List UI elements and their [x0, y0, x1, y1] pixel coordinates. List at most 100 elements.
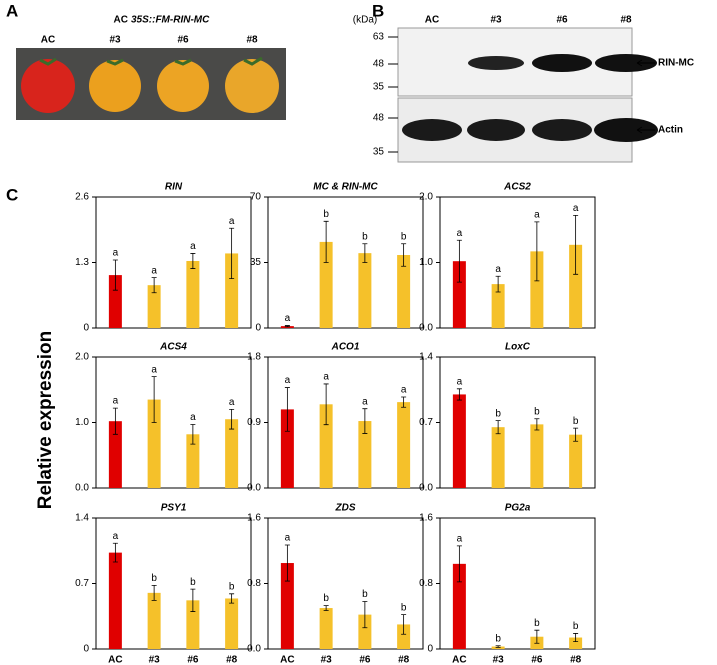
- marker-label: 63: [373, 32, 385, 43]
- error-bar: [112, 259, 118, 291]
- bar: [225, 598, 239, 649]
- bar: [319, 404, 333, 488]
- bar: [491, 284, 505, 328]
- error-bar: [401, 614, 407, 635]
- panel-label: A: [6, 1, 18, 20]
- bar: [569, 637, 583, 649]
- significance-letter: a: [401, 385, 407, 396]
- bar: [358, 614, 372, 649]
- x-tick-label: #8: [570, 655, 582, 665]
- chart-title: ZDS: [335, 503, 356, 514]
- y-tick-label: 35: [250, 257, 262, 268]
- error-bar: [151, 277, 157, 294]
- significance-letter: a: [113, 396, 119, 407]
- lane-label: #6: [177, 35, 189, 46]
- significance-letter: a: [190, 412, 196, 423]
- bar: [358, 253, 372, 328]
- bar: [397, 255, 411, 328]
- bar: [186, 434, 200, 488]
- y-tick-label: 0.0: [75, 483, 89, 494]
- y-tick-label: 0.7: [419, 417, 433, 428]
- bar: [491, 646, 505, 649]
- marker-label: 35: [373, 147, 385, 158]
- lane-label: #6: [556, 15, 568, 26]
- significance-letter: b: [401, 602, 407, 613]
- chart-title: PSY1: [161, 503, 187, 514]
- marker-label: 48: [373, 113, 385, 124]
- error-bar: [229, 409, 235, 430]
- error-bar: [229, 227, 235, 280]
- significance-letter: b: [573, 416, 579, 427]
- significance-letter: a: [573, 203, 579, 214]
- bar: [569, 244, 583, 328]
- bar: [319, 241, 333, 328]
- bar: [186, 260, 200, 328]
- error-bar: [362, 408, 368, 434]
- y-tick-label: 1.3: [75, 257, 89, 268]
- y-tick-label: 70: [250, 192, 262, 203]
- x-tick-label: AC: [452, 655, 466, 665]
- significance-letter: b: [534, 406, 540, 417]
- bar: [569, 434, 583, 488]
- y-tick-label: 0: [83, 323, 89, 334]
- y-tick-label: 0.0: [247, 483, 261, 494]
- error-bar: [112, 542, 118, 563]
- error-bar: [151, 376, 157, 423]
- significance-letter: b: [323, 209, 329, 220]
- chart-title: ACS2: [503, 182, 531, 193]
- error-bar: [573, 633, 579, 643]
- y-tick-label: 0.7: [75, 578, 89, 589]
- lane-label: #8: [620, 15, 632, 26]
- chart-title: LoxC: [505, 342, 531, 353]
- error-bar: [573, 214, 579, 275]
- significance-letter: a: [285, 533, 291, 544]
- y-tick-label: 0: [427, 644, 433, 655]
- significance-letter: b: [573, 621, 579, 632]
- significance-letter: a: [113, 531, 119, 542]
- error-bar: [456, 545, 462, 583]
- chart-title: ACO1: [331, 342, 360, 353]
- x-tick-label: #8: [226, 655, 238, 665]
- y-tick-label: 0: [83, 644, 89, 655]
- panel-a-title: AC: [114, 15, 128, 26]
- y-tick-label: 1.6: [247, 513, 261, 524]
- y-tick-label: 0.0: [247, 644, 261, 655]
- chart-title: MC & RIN-MC: [313, 182, 378, 193]
- x-tick-label: #8: [398, 655, 410, 665]
- significance-letter: a: [285, 375, 291, 386]
- lane-label: AC: [425, 15, 439, 26]
- error-bar: [190, 588, 196, 612]
- bar: [319, 608, 333, 649]
- significance-letter: a: [151, 364, 157, 375]
- western-blot: [388, 27, 658, 163]
- bar: [530, 251, 544, 328]
- x-tick-label: #6: [359, 655, 371, 665]
- error-bar: [495, 275, 501, 293]
- error-bar: [534, 629, 540, 644]
- error-bar: [456, 239, 462, 283]
- error-bar: [229, 593, 235, 604]
- error-bar: [190, 424, 196, 445]
- error-bar: [534, 418, 540, 431]
- y-tick-label: 1.8: [247, 352, 261, 363]
- significance-letter: b: [229, 581, 235, 592]
- bar: [225, 419, 239, 488]
- x-tick-label: #6: [187, 655, 199, 665]
- significance-letter: a: [457, 533, 463, 544]
- error-bar: [495, 420, 501, 435]
- bar: [108, 421, 122, 488]
- significance-letter: a: [323, 372, 329, 383]
- significance-letter: b: [151, 573, 157, 584]
- band-label: Actin: [658, 125, 683, 136]
- significance-letter: b: [401, 231, 407, 242]
- significance-letter: b: [362, 589, 368, 600]
- significance-letter: a: [362, 396, 368, 407]
- error-bar: [190, 253, 196, 269]
- error-bar: [401, 396, 407, 408]
- y-tick-label: 1.0: [75, 417, 89, 428]
- y-tick-label: 1.4: [419, 352, 433, 363]
- bar: [358, 421, 372, 488]
- error-bar: [456, 388, 462, 401]
- bar: [280, 563, 294, 649]
